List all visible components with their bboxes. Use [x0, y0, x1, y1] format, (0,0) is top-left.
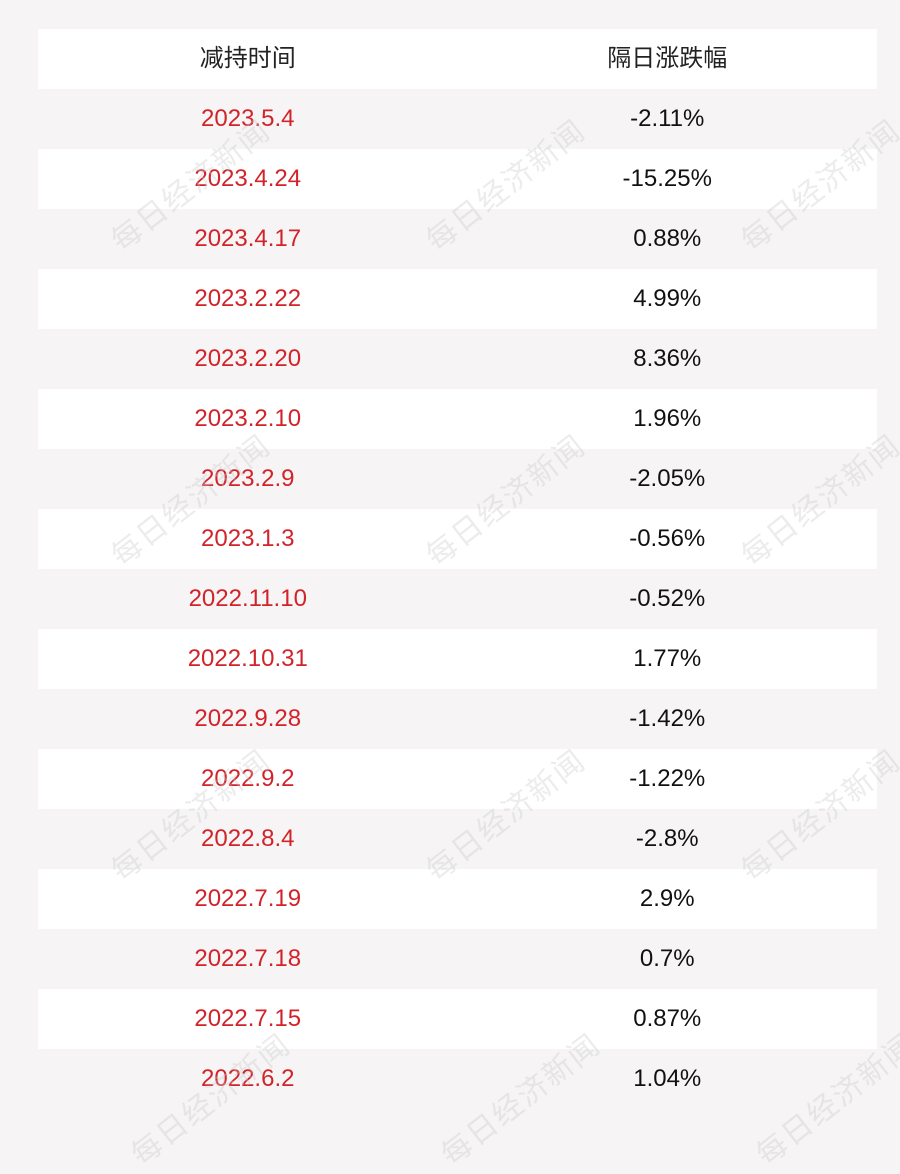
date-cell: 2022.8.4	[201, 825, 295, 852]
change-cell: 2.9%	[639, 885, 695, 912]
change-cell: 1.77%	[633, 645, 702, 672]
table-row: 2022.7.19 2.9%	[38, 869, 877, 929]
date-cell: 2023.1.3	[201, 525, 295, 552]
date-cell: 2022.9.2	[201, 765, 295, 792]
change-cell: -1.22%	[629, 765, 706, 792]
table-row: 2022.8.4 -2.8%	[38, 809, 877, 869]
table-row: 2023.4.24 -15.25%	[38, 149, 877, 209]
header-next-day-change: 隔日涨跌幅	[607, 45, 728, 72]
table-row: 2023.1.3 -0.56%	[38, 509, 877, 569]
table-row: 2023.2.22 4.99%	[38, 269, 877, 329]
date-cell: 2022.10.31	[187, 645, 308, 672]
date-cell: 2023.2.9	[201, 465, 295, 492]
change-cell: -0.56%	[629, 525, 706, 552]
date-cell: 2023.2.20	[194, 345, 302, 372]
reduction-table: 减持时间 隔日涨跌幅 2023.5.4 -2.11% 2023.4.24 -15…	[38, 29, 877, 1109]
table-header-row: 减持时间 隔日涨跌幅	[38, 29, 877, 89]
table-row: 2022.9.28 -1.42%	[38, 689, 877, 749]
page-frame: 减持时间 隔日涨跌幅 2023.5.4 -2.11% 2023.4.24 -15…	[38, 29, 900, 1173]
date-cell: 2022.6.2	[201, 1065, 295, 1092]
change-cell: -2.05%	[629, 465, 706, 492]
table-row: 2023.2.20 8.36%	[38, 329, 877, 389]
change-cell: 1.96%	[633, 405, 702, 432]
change-cell: 0.7%	[639, 945, 695, 972]
date-cell: 2023.2.10	[194, 405, 302, 432]
change-cell: 4.99%	[633, 285, 702, 312]
change-cell: -15.25%	[622, 165, 712, 192]
date-cell: 2022.7.15	[194, 1005, 302, 1032]
change-cell: 0.87%	[633, 1005, 702, 1032]
table-row: 2023.2.9 -2.05%	[38, 449, 877, 509]
change-cell: 0.88%	[633, 225, 702, 252]
date-cell: 2022.11.10	[188, 585, 307, 612]
table-row: 2022.7.18 0.7%	[38, 929, 877, 989]
change-cell: 1.04%	[633, 1065, 702, 1092]
table-row: 2023.5.4 -2.11%	[38, 89, 877, 149]
change-cell: 8.36%	[633, 345, 702, 372]
table-row: 2023.2.10 1.96%	[38, 389, 877, 449]
change-cell: -1.42%	[629, 705, 706, 732]
change-cell: -2.8%	[635, 825, 699, 852]
date-cell: 2023.4.24	[194, 165, 302, 192]
date-cell: 2023.5.4	[201, 105, 295, 132]
table-row: 2022.7.15 0.87%	[38, 989, 877, 1049]
change-cell: -2.11%	[630, 105, 705, 132]
date-cell: 2022.7.18	[194, 945, 302, 972]
date-cell: 2023.4.17	[194, 225, 302, 252]
table-row: 2023.4.17 0.88%	[38, 209, 877, 269]
date-cell: 2023.2.22	[194, 285, 302, 312]
table-row: 2022.11.10 -0.52%	[38, 569, 877, 629]
date-cell: 2022.7.19	[194, 885, 302, 912]
date-cell: 2022.9.28	[194, 705, 302, 732]
change-cell: -0.52%	[629, 585, 706, 612]
header-reduction-date: 减持时间	[199, 45, 296, 72]
table-row: 2022.10.31 1.77%	[38, 629, 877, 689]
table-row: 2022.6.2 1.04%	[38, 1049, 877, 1109]
table-row: 2022.9.2 -1.22%	[38, 749, 877, 809]
